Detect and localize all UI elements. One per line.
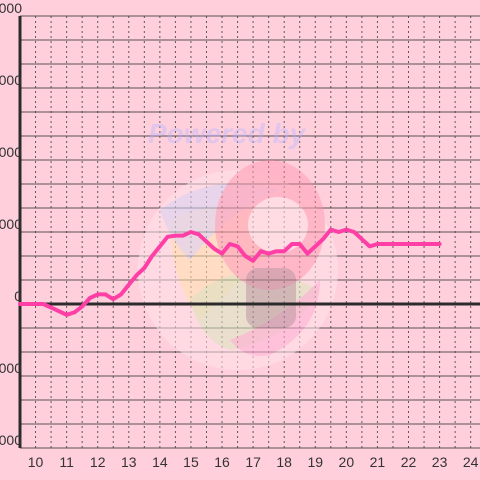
- y-tick-label: -3,000: [0, 360, 22, 376]
- watermark-text: Powered by: [148, 118, 307, 149]
- tick-labels: -6,000 -3,000 0 3,000 6,000 9,000 12,000 10 11 12…: [0, 0, 479, 470]
- x-tick-label: 10: [28, 454, 44, 470]
- x-tick-label: 24: [463, 454, 479, 470]
- watermark-globe: [138, 170, 338, 370]
- series-line: [18, 227, 442, 317]
- series: [18, 227, 442, 317]
- x-tick-label: 18: [276, 454, 292, 470]
- watermark-character-body: [246, 268, 296, 328]
- axes: [18, 16, 480, 448]
- y-tick-label: 9,000: [0, 72, 22, 88]
- x-tick-label: 15: [183, 454, 199, 470]
- x-tick-label: 17: [245, 454, 261, 470]
- x-tick-label: 19: [307, 454, 323, 470]
- y-tick-label: 12,000: [0, 0, 22, 16]
- y-tick-label: 6,000: [0, 144, 22, 160]
- watermark-character-face: [248, 197, 308, 253]
- watermark-swirl-green: [190, 272, 320, 350]
- watermark-character-hair: [215, 160, 325, 290]
- watermark-swirl-blue: [160, 183, 280, 260]
- grid: [20, 15, 480, 449]
- y-tick-label: 0: [14, 288, 22, 304]
- watermark-swirl-pink: [230, 280, 320, 356]
- watermark: Powered by: [138, 118, 338, 370]
- x-tick-label: 23: [432, 454, 448, 470]
- x-tick-label: 14: [152, 454, 168, 470]
- x-tick-label: 12: [90, 454, 106, 470]
- x-tick-label: 16: [214, 454, 230, 470]
- x-tick-label: 13: [121, 454, 137, 470]
- x-tick-label: 20: [339, 454, 355, 470]
- y-tick-label: -6,000: [0, 432, 22, 448]
- x-tick-label: 21: [370, 454, 386, 470]
- x-tick-label: 22: [401, 454, 417, 470]
- y-tick-label: 3,000: [0, 216, 22, 232]
- x-tick-label: 11: [59, 454, 74, 470]
